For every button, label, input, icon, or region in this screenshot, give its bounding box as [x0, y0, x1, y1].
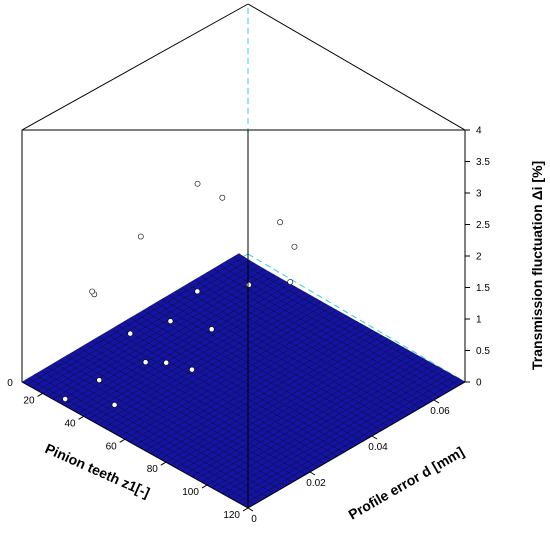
z-tick-label: 1.5	[476, 283, 490, 294]
data-point	[163, 359, 170, 366]
z-tick-label: 3.5	[476, 157, 490, 168]
y-tick-label: 0	[251, 514, 257, 525]
data-point	[287, 279, 294, 285]
z-tick-label: 2	[476, 252, 482, 263]
data-point	[96, 377, 103, 384]
surface-mesh	[21, 253, 466, 509]
x-tick-label: 80	[147, 464, 159, 475]
data-point	[142, 359, 149, 366]
z-zero-label: 0	[7, 378, 13, 389]
box-front-edges	[21, 130, 466, 509]
data-point	[246, 281, 252, 288]
data-point	[127, 330, 134, 337]
x-tick-label: 100	[182, 487, 199, 498]
z-tick-label: 3	[476, 189, 482, 200]
data-point	[194, 180, 201, 187]
y-tick-mark	[371, 435, 378, 440]
top-back-right-edge	[247, 3, 466, 131]
x-tick-label: 20	[23, 395, 35, 406]
z-tick-label: 1	[476, 315, 482, 326]
x-tick-mark	[37, 393, 43, 397]
y-tick-mark	[247, 507, 254, 512]
x-tick-label: 40	[65, 418, 77, 429]
data-point	[208, 326, 215, 333]
x-tick-label: 60	[106, 441, 118, 452]
z-tick-label: 0.5	[476, 346, 490, 357]
data-point	[89, 288, 96, 295]
x-axis-title: Pinion teeth z1[-]	[43, 440, 153, 500]
x-tick-mark	[242, 507, 249, 512]
x-tick-label: 120	[223, 510, 240, 521]
data-point	[111, 401, 118, 408]
y-tick-label: 0.06	[430, 406, 450, 417]
z-tick-label: 0	[476, 378, 482, 389]
y-tick-label: 0.02	[306, 478, 326, 489]
data-point	[62, 396, 69, 402]
data-point	[189, 366, 195, 373]
data-point	[277, 219, 283, 226]
data-point	[167, 318, 174, 325]
data-point	[194, 288, 201, 295]
z-tick-label: 4	[476, 126, 482, 137]
data-points	[62, 180, 298, 408]
z-tick-label: 2.5	[476, 220, 490, 231]
floor-back-right-edge	[247, 253, 466, 383]
floor-front-left-edge	[21, 381, 249, 509]
data-point	[137, 233, 144, 240]
x-tick-mark	[119, 438, 125, 443]
data-point	[219, 194, 226, 201]
y-tick-label: 0.04	[368, 442, 388, 453]
y-axis-title: Profile error d [mm]	[346, 443, 467, 522]
y-tick-mark	[309, 471, 316, 476]
x-tick-mark	[201, 484, 208, 489]
z-axis-title: Transmission fluctuation Δi [%]	[529, 161, 545, 370]
y-tick-mark	[433, 399, 440, 404]
top-back-left-edge	[21, 3, 249, 131]
floor-front-right-edge	[247, 381, 466, 509]
data-point	[291, 243, 298, 250]
x-tick-mark	[160, 461, 167, 466]
x-tick-mark	[78, 415, 84, 420]
